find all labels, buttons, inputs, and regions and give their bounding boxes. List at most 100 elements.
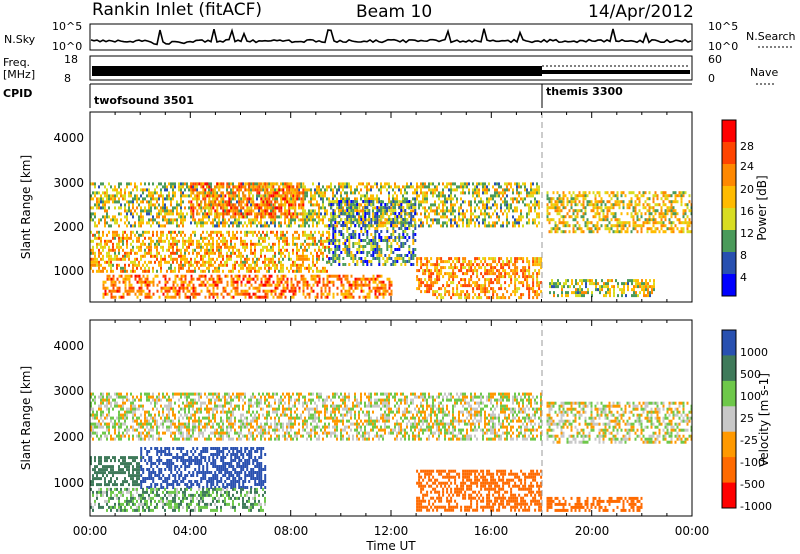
power-data-cell-0 (532, 194, 534, 198)
power-data-cell-2 (144, 269, 146, 273)
power-data-cell-0 (482, 188, 484, 192)
power-data-cell-0 (356, 185, 358, 189)
power-data-cell-2 (298, 263, 300, 267)
power-data-cell-2 (222, 239, 224, 243)
power-data-cell-0 (338, 185, 340, 189)
power-data-cell-0 (130, 209, 132, 213)
power-data-cell-0 (336, 206, 338, 210)
power-data-cell-6 (196, 200, 199, 204)
power-data-cell-0 (128, 200, 130, 204)
power-data-cell-0 (462, 218, 464, 222)
power-data-cell-2 (308, 245, 310, 249)
power-data-cell-1 (594, 224, 597, 228)
power-data-cell-3 (170, 286, 173, 290)
power-data-cell-3 (384, 289, 387, 293)
power-data-cell-4 (516, 266, 519, 270)
power-data-cell-5 (581, 282, 583, 286)
power-data-cell-2 (106, 254, 108, 258)
power-data-cell-6 (256, 215, 259, 219)
power-data-cell-2 (184, 257, 186, 261)
power-data-cell-2 (318, 254, 320, 258)
power-data-cell-2 (264, 260, 266, 264)
power-data-cell-3 (140, 280, 143, 284)
power-data-cell-1 (660, 206, 663, 210)
power-data-cell-0 (452, 206, 454, 210)
power-data-cell-0 (116, 188, 118, 192)
power-data-cell-3 (348, 289, 351, 293)
power-data-cell-0 (162, 185, 164, 189)
power-data-cell-2 (136, 257, 138, 261)
power-data-cell-0 (324, 209, 326, 213)
power-data-cell-0 (118, 224, 120, 228)
power-data-cell-3 (272, 280, 275, 284)
power-data-cell-0 (242, 185, 244, 189)
power-data-cell-3 (208, 289, 211, 293)
power-data-cell-2 (186, 257, 188, 261)
power-data-cell-3 (380, 292, 383, 296)
power-data-cell-4 (484, 278, 487, 282)
power-data-cell-0 (256, 194, 258, 198)
power-data-cell-0 (178, 224, 180, 228)
power-data-cell-2 (182, 230, 184, 234)
power-data-cell-0 (290, 200, 292, 204)
power-data-cell-2 (214, 266, 216, 270)
power-data-cell-3 (376, 295, 379, 299)
power-data-cell-0 (112, 218, 114, 222)
power-data-cell-0 (304, 221, 306, 225)
power-data-cell-1 (548, 218, 551, 222)
power-data-cell-4 (492, 266, 495, 270)
power-data-cell-4 (420, 257, 423, 261)
power-data-cell-2 (234, 242, 236, 246)
power-data-cell-1 (616, 227, 619, 231)
power-data-cell-0 (442, 206, 444, 210)
power-data-cell-5 (621, 294, 623, 298)
power-data-cell-1 (622, 203, 625, 207)
power-data-cell-2 (258, 266, 260, 270)
power-data-cell-3 (376, 286, 379, 290)
power-data-cell-6 (264, 203, 267, 207)
power-data-cell-0 (212, 197, 214, 201)
power-data-cell-0 (368, 221, 370, 225)
power-data-cell-4 (474, 281, 477, 285)
power-data-cell-1 (670, 206, 673, 210)
power-data-cell-0 (514, 221, 516, 225)
power-data-cell-0 (170, 209, 172, 213)
power-data-cell-4 (448, 266, 451, 270)
power-data-cell-4 (464, 293, 467, 297)
power-data-cell-0 (150, 218, 152, 222)
power-data-cell-0 (288, 224, 290, 228)
power-data-cell-4 (436, 275, 439, 279)
power-data-cell-3 (362, 283, 365, 287)
power-data-cell-4 (522, 272, 525, 276)
power-data-cell-2 (236, 254, 238, 258)
power-data-cell-4 (504, 269, 507, 273)
power-data-cell-2 (184, 242, 186, 246)
power-data-cell-0 (528, 194, 530, 198)
power-data-cell-2 (202, 236, 204, 240)
power-data-cell-2 (284, 242, 286, 246)
power-data-cell-0 (374, 197, 376, 201)
power-data-cell-6 (254, 188, 257, 192)
power-data-cell-0 (158, 194, 160, 198)
power-data-cell-2 (152, 254, 154, 258)
power-data-cell-4 (536, 275, 539, 279)
power-data-cell-1 (558, 194, 561, 198)
power-data-cell-2 (304, 233, 306, 237)
power-data-cell-1 (634, 209, 637, 213)
power-data-cell-6 (268, 206, 271, 210)
power-data-cell-1 (686, 230, 689, 234)
power-data-cell-0 (148, 188, 150, 192)
power-data-cell-6 (262, 200, 265, 204)
power-data-cell-0 (472, 194, 474, 198)
power-data-cell-0 (120, 203, 122, 207)
power-data-cell-6 (210, 188, 213, 192)
power-data-cell-0 (424, 185, 426, 189)
power-data-cell-0 (180, 185, 182, 189)
power-data-cell-0 (386, 212, 388, 216)
power-data-cell-4 (436, 263, 439, 267)
power-data-cell-1 (610, 212, 613, 216)
power-data-cell-0 (484, 215, 486, 219)
power-data-cell-0 (418, 206, 420, 210)
power-data-cell-3 (262, 283, 265, 287)
freq-tick-bottom: 8 (64, 72, 71, 85)
